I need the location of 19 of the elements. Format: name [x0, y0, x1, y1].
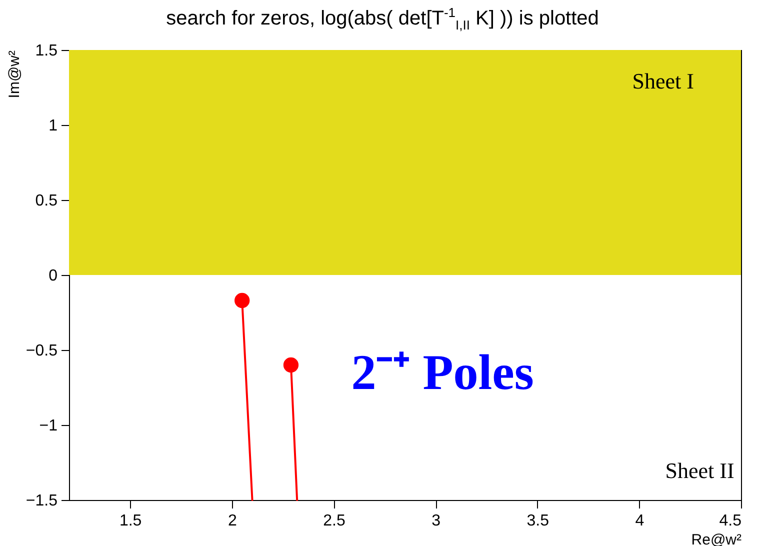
annotation: 2⁻⁺ Poles	[351, 344, 534, 400]
x-tick-label: 1.5	[119, 512, 142, 530]
x-tick-label: 3.5	[526, 512, 550, 530]
y-tick-label: 1.5	[35, 42, 58, 60]
x-tick-label: 3	[432, 512, 441, 530]
x-tick-label: 2.5	[323, 512, 346, 530]
chart-title: search for zeros, log(abs( det[T$^{-1}$$_{I,II}$ K] )) is plotted	[165, 4, 600, 35]
x-tick-label: 2	[228, 512, 237, 530]
y-tick-label: 1	[48, 118, 58, 134]
y-axis-title: Im@w²	[6, 50, 23, 98]
annotation: Sheet II	[665, 458, 734, 483]
x-tick-label: 4	[635, 512, 644, 530]
y-tick-label: −1.5	[26, 492, 58, 510]
y-tick-label: 0.5	[35, 192, 58, 210]
y-tick-label: −1	[39, 418, 58, 434]
annotation: Sheet I	[632, 68, 694, 94]
y-tick-label: 0	[48, 268, 58, 284]
y-tick-label: −0.5	[26, 342, 58, 360]
x-tick-label: 4.5	[719, 512, 742, 530]
